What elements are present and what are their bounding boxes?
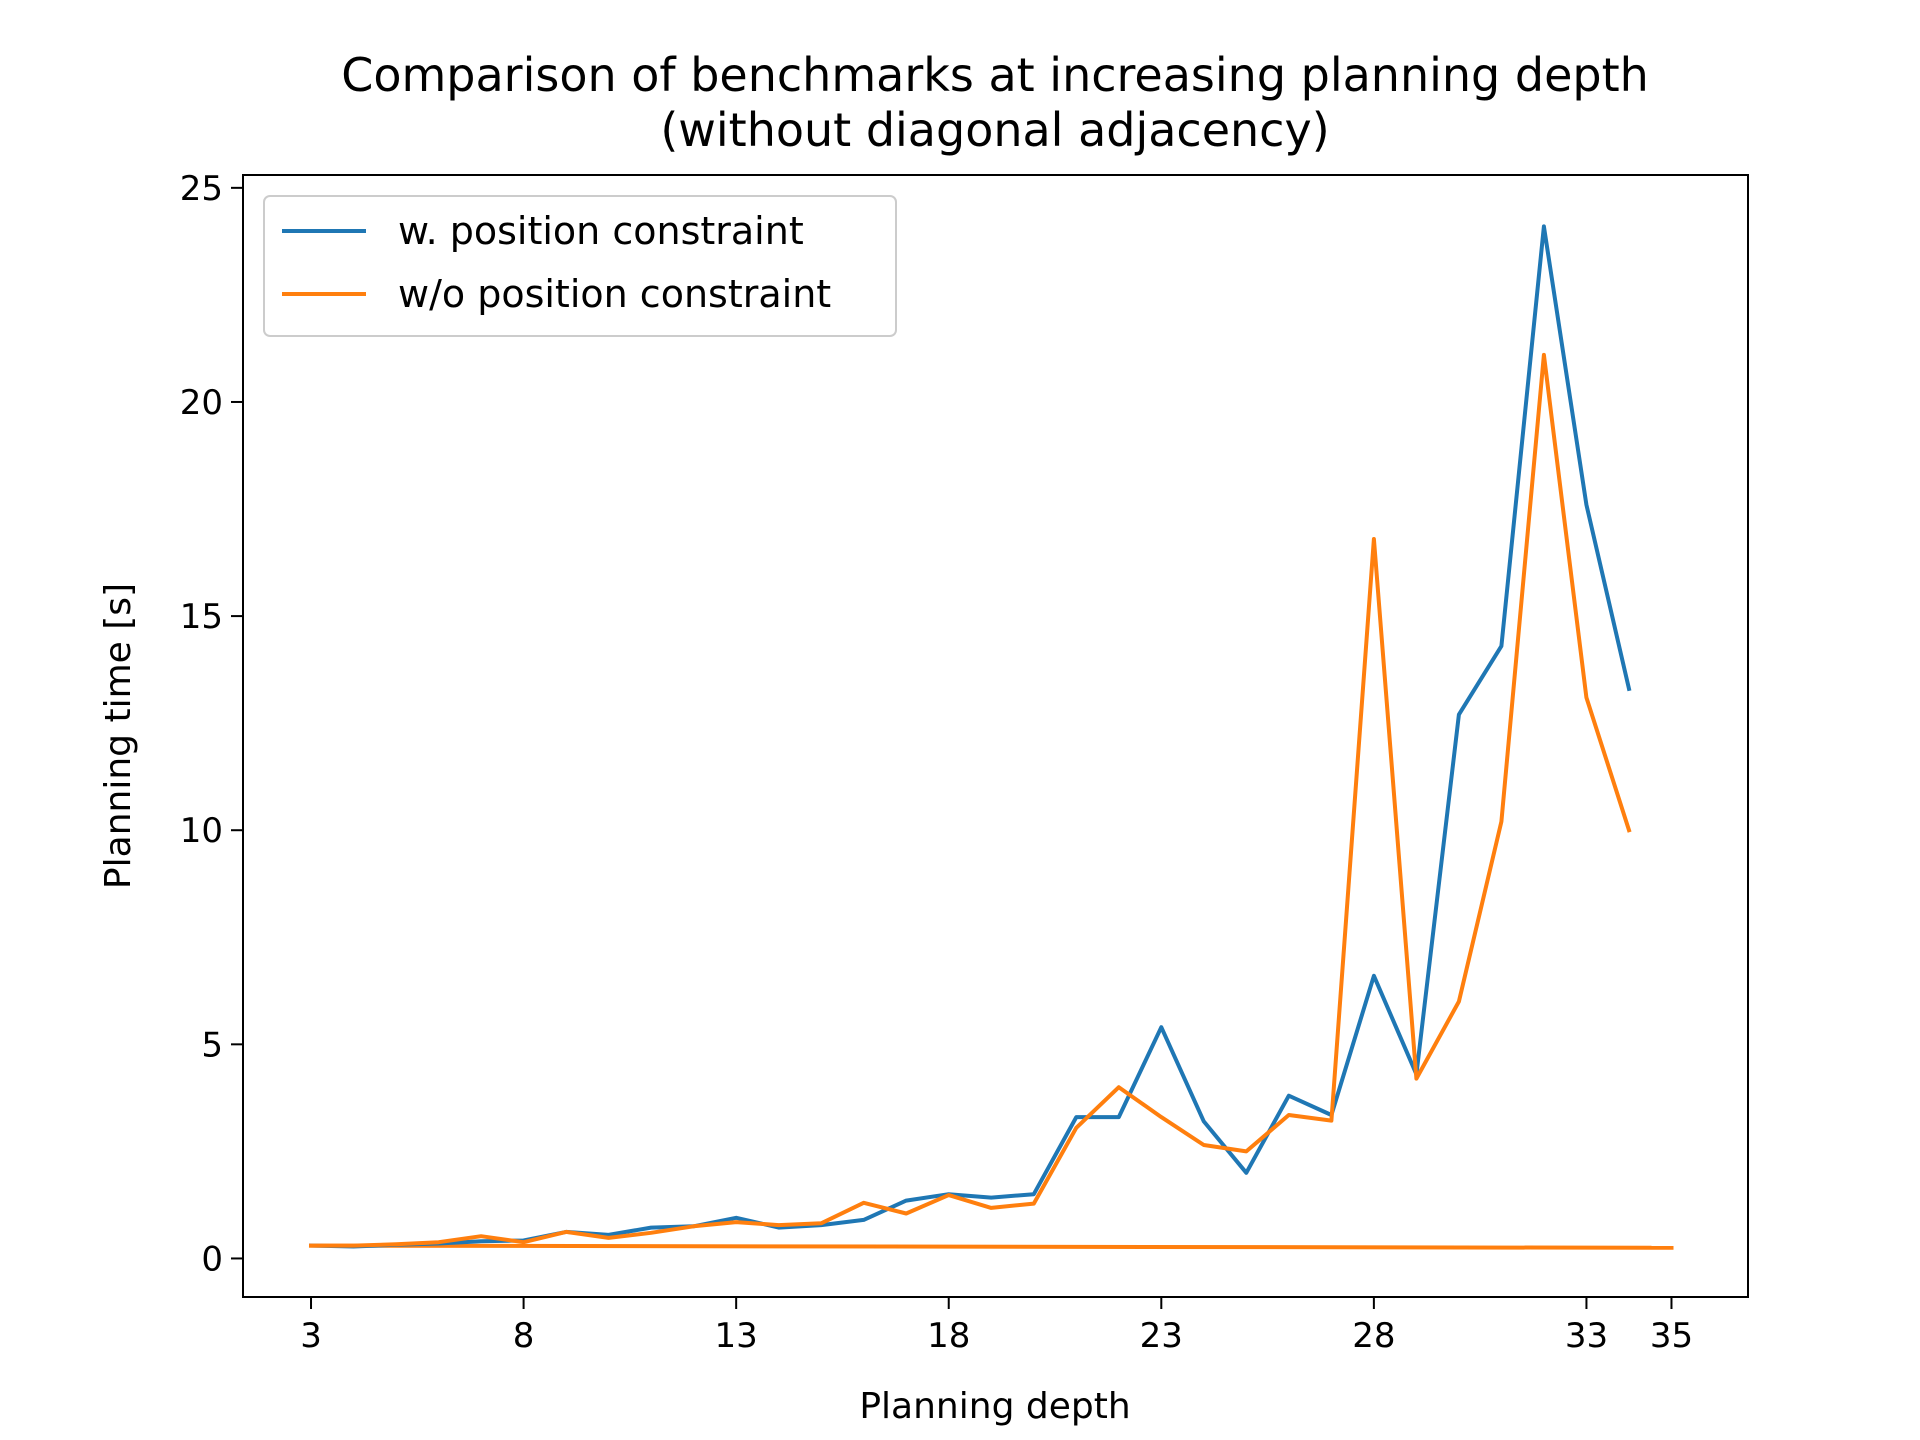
legend-box [263, 195, 897, 337]
chart-subtitle: (without diagonal adjacency) [660, 103, 1329, 157]
legend-label-wo-position: w/o position constraint [398, 272, 831, 316]
x-tick-label: 8 [513, 1316, 535, 1356]
y-tick-label: 25 [180, 169, 223, 209]
y-tick-label: 0 [201, 1239, 223, 1279]
plot-frame [242, 174, 1749, 1298]
x-tick-label: 35 [1650, 1316, 1693, 1356]
y-axis-ticks: 0 5 10 15 20 25 [180, 169, 243, 1279]
plot-area [308, 224, 1674, 1250]
series-line-baseline [308, 1243, 1674, 1250]
y-tick-label: 20 [180, 383, 223, 423]
y-tick-label: 5 [201, 1025, 223, 1065]
legend: w. position constraint w/o position cons… [263, 195, 897, 337]
y-axis-label: Planning time [s] [98, 583, 139, 889]
x-axis-label: Planning depth [859, 1386, 1130, 1427]
series-line-w-position-constraint [308, 224, 1632, 1249]
x-axis-ticks: 3 8 13 18 23 28 33 35 [300, 1297, 1693, 1356]
x-tick-label: 18 [927, 1316, 970, 1356]
x-tick-label: 13 [715, 1316, 758, 1356]
y-tick-label: 15 [180, 597, 223, 637]
x-tick-label: 28 [1352, 1316, 1395, 1356]
chart-title: Comparison of benchmarks at increasing p… [341, 48, 1649, 102]
legend-label-w-position: w. position constraint [398, 209, 804, 253]
y-tick-label: 10 [180, 811, 223, 851]
x-tick-label: 3 [300, 1316, 322, 1356]
x-tick-label: 33 [1565, 1316, 1608, 1356]
x-tick-label: 23 [1140, 1316, 1183, 1356]
series-line-w-o-position-constraint [309, 352, 1632, 1248]
